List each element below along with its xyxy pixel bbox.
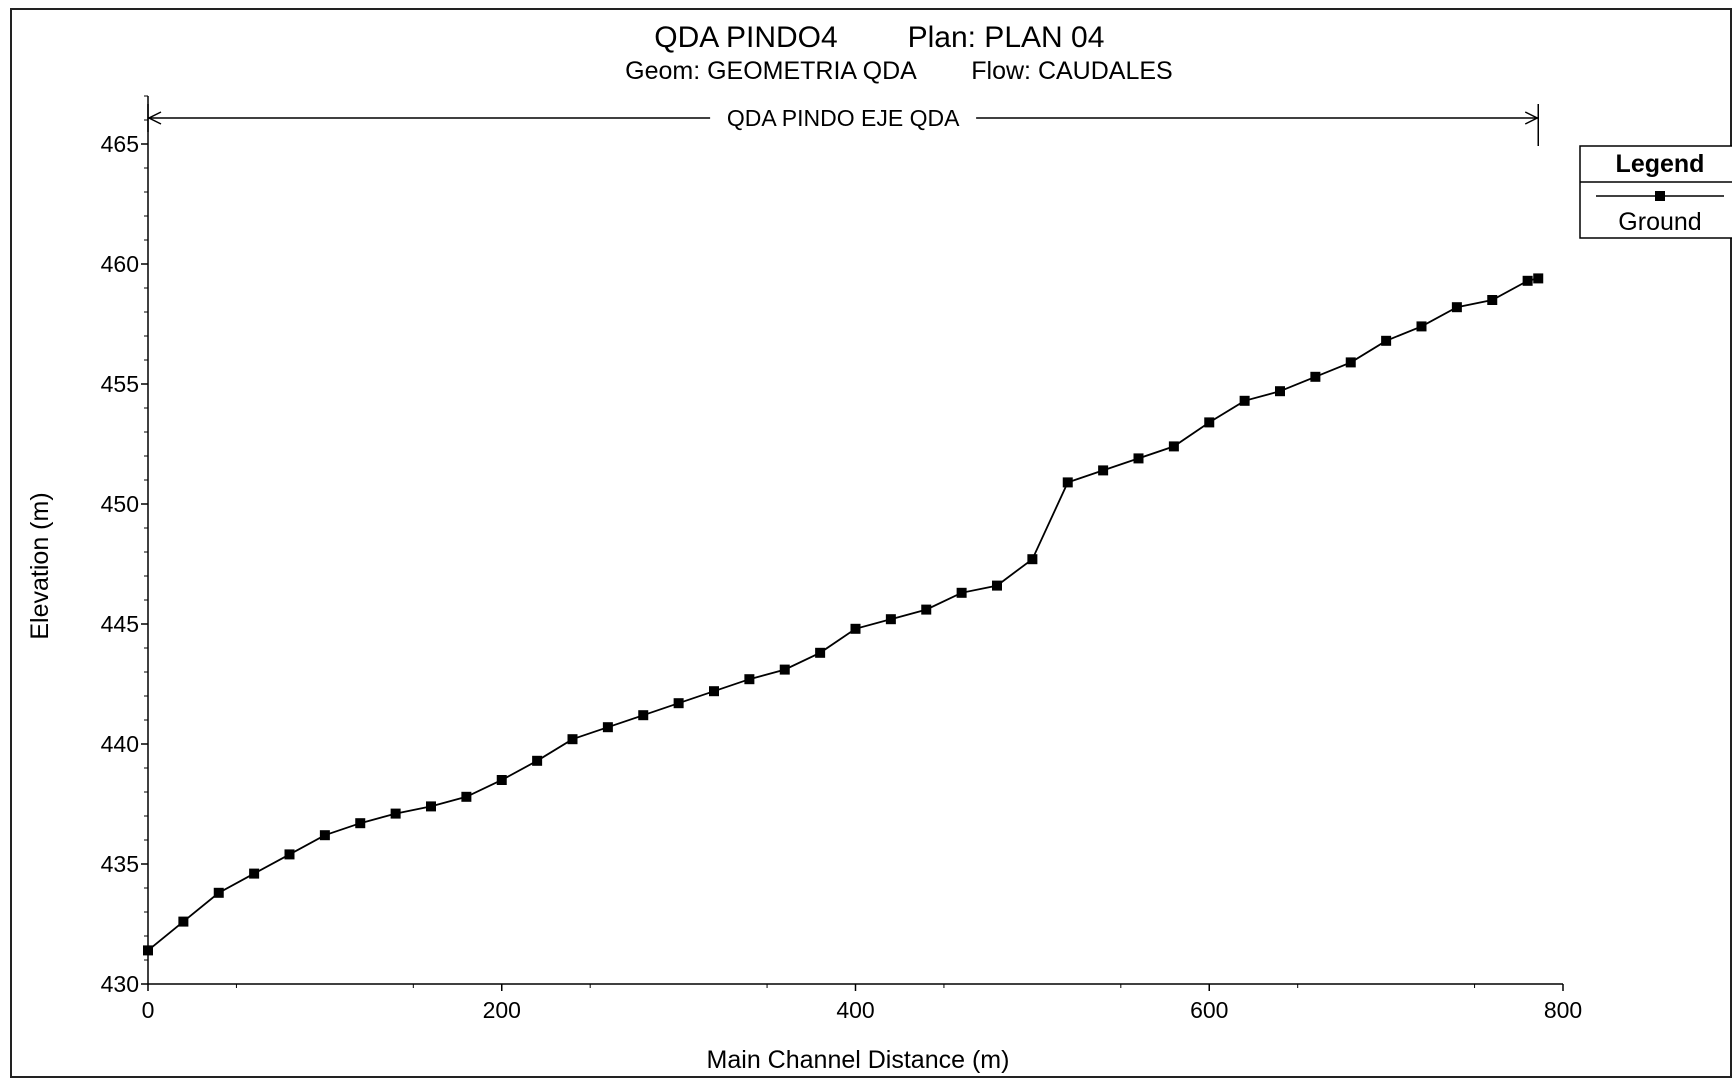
reach-arrow-right <box>1524 111 1539 125</box>
ground-point <box>178 916 189 927</box>
reach-indicator: QDA PINDO EJE QDA <box>147 104 1539 146</box>
ground-point <box>496 775 507 785</box>
chart-frame: QDA PINDO4 Plan: PLAN 04 Geom: GEOMETRIA… <box>10 8 1732 1078</box>
ground-line <box>147 277 1539 952</box>
ground-point <box>426 801 436 812</box>
ground-point <box>956 587 967 598</box>
chart-title-name: QDA PINDO4 <box>654 21 837 54</box>
ground-point <box>1522 275 1533 286</box>
ground-point <box>850 623 861 634</box>
ground-point <box>284 849 295 860</box>
chart-subtitle-flow: Flow: CAUDALES <box>971 57 1172 85</box>
ground-point <box>355 818 366 829</box>
y-ticks: 430 435 440 445 450 455 460 465 <box>101 95 148 997</box>
ground-point <box>532 755 543 766</box>
y-tick-label: 430 <box>101 971 139 997</box>
y-tick-label: 440 <box>101 731 139 757</box>
x-axis-label: Main Channel Distance (m) <box>707 1046 1010 1074</box>
ground-point <box>1533 273 1544 284</box>
ground-point <box>249 868 260 879</box>
ground-point <box>1381 335 1392 346</box>
ground-point <box>602 722 613 733</box>
series-layer <box>143 273 1544 956</box>
ground-point <box>1027 554 1038 565</box>
x-tick-label: 0 <box>142 997 155 1023</box>
ground-point <box>638 710 649 721</box>
ground-point <box>779 664 790 675</box>
ground-point <box>744 674 755 685</box>
ground-point <box>567 734 578 745</box>
ground-point <box>1062 477 1073 488</box>
legend-title: Legend <box>1616 150 1705 178</box>
x-tick-label: 200 <box>483 997 521 1023</box>
ground-point <box>1098 465 1109 476</box>
x-tick-label: 400 <box>836 997 874 1023</box>
profile-chart: QDA PINDO4 Plan: PLAN 04 Geom: GEOMETRIA… <box>26 21 1732 1074</box>
legend-ground-label: Ground <box>1618 208 1701 236</box>
ground-point <box>1487 295 1498 305</box>
y-tick-label: 435 <box>101 851 139 877</box>
ground-point <box>815 647 826 658</box>
ground-point <box>143 945 153 956</box>
ground-point <box>390 808 401 819</box>
x-tick-label: 800 <box>1544 997 1582 1023</box>
ground-point <box>1168 441 1179 452</box>
y-tick-label: 465 <box>101 131 139 157</box>
ground-point <box>885 614 896 625</box>
ground-point <box>992 580 1002 591</box>
ground-point <box>1451 302 1462 313</box>
y-tick-label: 445 <box>101 611 139 637</box>
legend-ground-marker <box>1655 191 1665 201</box>
chart-subtitle-geom: Geom: GEOMETRIA QDA <box>625 57 917 85</box>
ground-point <box>921 604 932 615</box>
y-tick-label: 460 <box>101 251 139 277</box>
ground-point <box>1275 386 1285 397</box>
legend: Legend Ground <box>1579 145 1732 239</box>
ground-point <box>1345 357 1356 368</box>
y-tick-label: 450 <box>101 491 139 517</box>
ground-point <box>673 698 684 709</box>
ground-point <box>1204 417 1215 428</box>
ground-point <box>709 686 719 697</box>
ground-point <box>1416 321 1427 332</box>
ground-point <box>319 830 330 841</box>
ground-point <box>1239 395 1250 406</box>
ground-point <box>1310 371 1321 382</box>
x-ticks: 0 200 400 600 800 <box>142 984 1582 1023</box>
chart-title-plan: Plan: PLAN 04 <box>908 21 1105 54</box>
ground-point <box>1133 453 1144 464</box>
ground-point <box>461 791 472 802</box>
reach-label: QDA PINDO EJE QDA <box>727 105 960 131</box>
y-tick-label: 455 <box>101 371 139 397</box>
reach-arrow-left <box>147 111 162 125</box>
x-tick-label: 600 <box>1190 997 1228 1023</box>
ground-point <box>213 887 224 898</box>
y-axis-label: Elevation (m) <box>26 492 54 639</box>
